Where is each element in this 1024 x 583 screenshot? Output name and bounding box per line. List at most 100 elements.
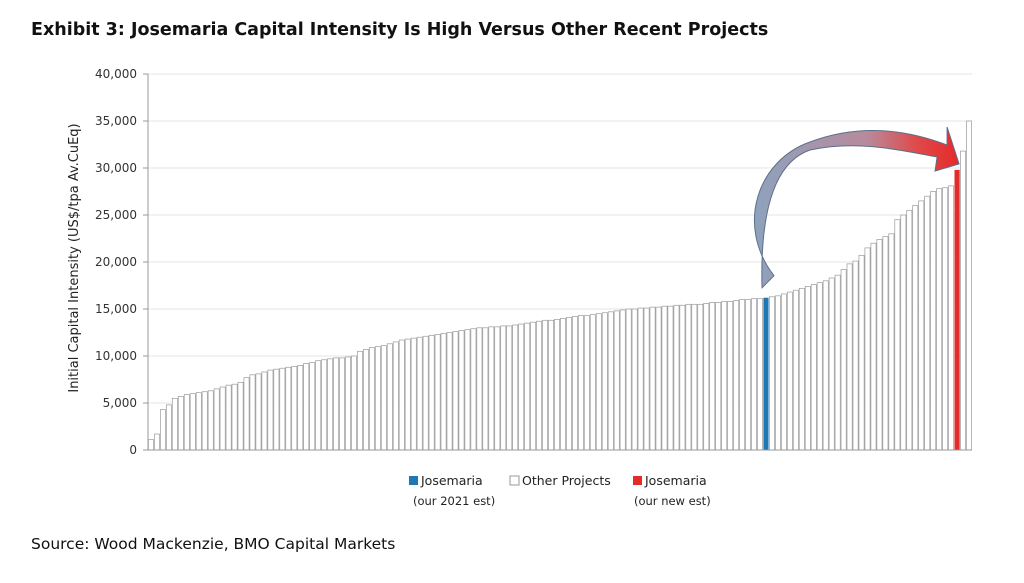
bar-other-project [775, 295, 781, 451]
bar-other-project [339, 357, 345, 451]
bar-other-project [452, 331, 459, 451]
bar-other-project [321, 359, 328, 451]
bar-other-project [368, 347, 375, 451]
y-tick-label: 40,000 [95, 67, 137, 81]
bar-other-project [894, 219, 901, 451]
bar-other-project [828, 277, 835, 451]
bar-other-project [625, 308, 632, 451]
bar-other-project [410, 337, 417, 451]
bar-other-project [846, 263, 853, 451]
bar-other-project [583, 315, 590, 451]
bar-other-project [273, 368, 280, 451]
bar-other-project [512, 324, 519, 451]
bar-other-project [751, 298, 757, 451]
bar-other-project [374, 346, 381, 451]
legend-sublabel-josemaria-new: (our new est) [634, 494, 711, 508]
bar-other-project [267, 369, 274, 451]
bar-other-project [500, 325, 507, 451]
bar-other-project [888, 233, 895, 451]
bar-other-project [357, 350, 363, 451]
bar-other-project [924, 195, 931, 451]
bar-other-project [536, 320, 543, 451]
bar-other-project [554, 318, 560, 451]
bar-other-project [715, 302, 722, 451]
bar-other-project [177, 396, 184, 451]
bar-other-project [966, 120, 972, 451]
legend-label-other-projects: Other Projects [522, 473, 611, 488]
y-tick-label: 15,000 [95, 302, 137, 316]
y-tick-label: 5,000 [103, 396, 137, 410]
y-tick-label: 20,000 [95, 255, 137, 269]
bar-other-project [912, 205, 919, 451]
bar-other-project [291, 365, 298, 451]
bar-other-project [231, 383, 238, 451]
bar-other-project [255, 373, 262, 451]
bar-other-project [542, 319, 549, 451]
bar-other-project [733, 300, 740, 451]
bar-other-project [691, 303, 698, 451]
bar-other-project [930, 191, 937, 451]
bar-other-project [159, 409, 166, 451]
bar-other-project [613, 310, 620, 451]
bar-other-project [769, 296, 775, 451]
bar-other-project [506, 325, 513, 451]
bar-other-project [840, 269, 847, 451]
bar-other-project [571, 316, 578, 451]
bars [148, 120, 972, 451]
bar-other-project [363, 349, 369, 451]
bar-other-project [864, 247, 871, 451]
bar-other-project [745, 299, 752, 451]
bar-other-project [309, 362, 316, 451]
bar-other-project [900, 214, 907, 451]
legend-label-josemaria-new: Josemaria [644, 473, 707, 488]
bar-other-project [697, 303, 704, 451]
bar-other-project [918, 200, 925, 451]
bar-other-project [679, 304, 686, 451]
bar-other-project [148, 439, 154, 451]
bar-other-project [386, 343, 393, 451]
bar-other-project [786, 291, 793, 451]
legend-swatch-josemaria-2021 [409, 476, 418, 485]
bar-other-project [380, 345, 387, 451]
bar-other-project [649, 306, 656, 451]
bar-other-project [792, 289, 799, 451]
bar-other-project [154, 433, 160, 451]
bar-other-project [566, 317, 572, 451]
bar-other-project [171, 397, 178, 451]
bar-other-project [703, 303, 710, 451]
bar-other-project [207, 390, 214, 451]
bar-other-project [948, 185, 955, 451]
bar-other-project [882, 236, 889, 451]
y-axis-label: Initial Capital Intensity (US$/tpa Av.Cu… [67, 123, 82, 392]
bar-other-project [834, 274, 841, 451]
y-tick-label: 30,000 [95, 161, 137, 175]
bar-other-project [237, 381, 244, 451]
bar-other-project [619, 309, 626, 451]
bar-other-project [458, 330, 465, 451]
bar-other-project [530, 321, 537, 451]
bar-other-project [279, 367, 286, 451]
bar-other-project [195, 392, 202, 451]
gridlines [148, 73, 972, 404]
bar-josemaria-2021 [763, 297, 769, 450]
bar-other-project [434, 334, 441, 451]
y-axis-ticks: 0 5,000 10,000 15,000 20,000 25,000 30,000 35,0… [95, 67, 148, 457]
legend-swatch-josemaria-new [633, 476, 642, 485]
bar-other-project [709, 302, 716, 451]
bar-other-project [631, 308, 638, 451]
bar-other-project [249, 374, 256, 451]
bar-josemaria-new [954, 169, 960, 450]
bar-other-project [315, 360, 322, 451]
bar-other-project [351, 355, 357, 451]
bar-other-project [810, 284, 817, 451]
bar-other-project [673, 304, 680, 451]
bar-other-project [560, 318, 566, 451]
bar-other-project [685, 303, 692, 451]
bar-other-project [721, 301, 728, 451]
bar-other-project [816, 282, 823, 451]
bar-other-project [757, 298, 763, 451]
y-tick-label: 35,000 [95, 114, 137, 128]
y-tick-label: 0 [129, 443, 137, 457]
bar-other-project [601, 312, 608, 451]
